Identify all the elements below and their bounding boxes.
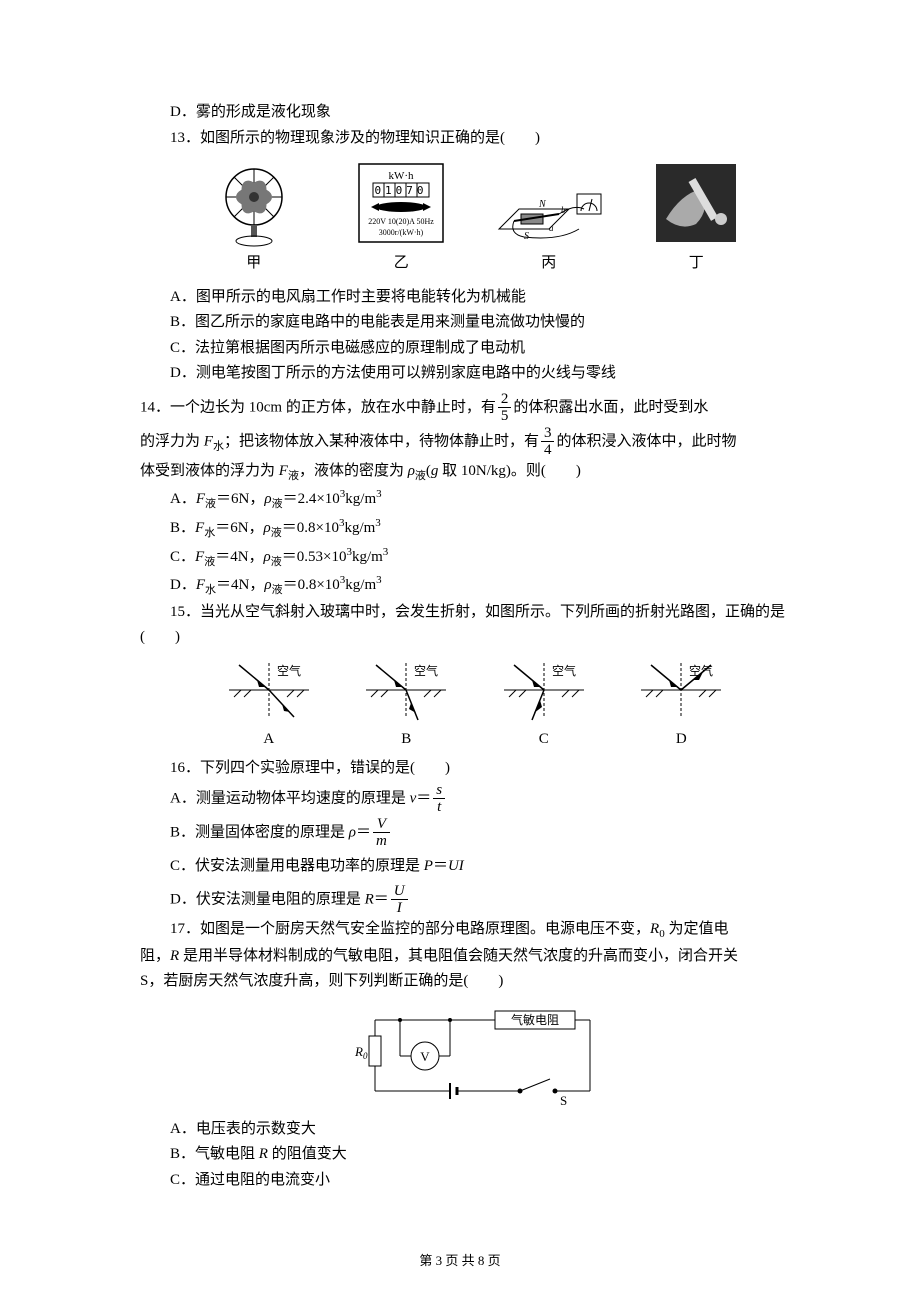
svg-text:V: V: [420, 1049, 430, 1064]
q15-fig-d: 空气 D: [613, 655, 751, 753]
q16-opt-a: A．测量运动物体平均速度的原理是 v＝st: [170, 782, 810, 816]
svg-text:S: S: [524, 231, 529, 242]
cap-a: A: [263, 727, 274, 753]
q16-opt-b: B．测量固体密度的原理是 ρ＝Vm: [170, 816, 810, 850]
em-induction-icon: N S a b: [489, 159, 609, 249]
q15-fig-b: 空气 B: [338, 655, 476, 753]
svg-text:气敏电阻: 气敏电阻: [511, 1012, 559, 1027]
refraction-a-icon: 空气: [219, 655, 319, 725]
refraction-b-icon: 空气: [356, 655, 456, 725]
q13-fig-bing: N S a b 丙: [475, 159, 623, 277]
q13-stem: 13．如图所示的物理现象涉及的物理知识正确的是( ): [140, 126, 810, 152]
q13-opt-b: B．图乙所示的家庭电路中的电能表是用来测量电流做功快慢的: [170, 310, 810, 336]
text: D．雾的形成是液化现象: [170, 104, 331, 120]
q14-opt-a: A．F液＝6N，ρ液＝2.4×103kg/m3: [170, 485, 810, 514]
q13-fig-yi: kW·h 01070 220V 10(20)A 50Hz 3000r/(kW·h…: [328, 159, 476, 277]
q13-options: A．图甲所示的电风扇工作时主要将电能转化为机械能 B．图乙所示的家庭电路中的电能…: [170, 285, 810, 387]
caption-ding: 丁: [689, 251, 704, 277]
text: 13．如图所示的物理现象涉及的物理知识正确的是( ): [170, 130, 540, 146]
caption-jia: 甲: [246, 251, 261, 277]
q14-options: A．F液＝6N，ρ液＝2.4×103kg/m3 B．F水＝6N，ρ液＝0.8×1…: [170, 485, 810, 600]
q13-opt-a: A．图甲所示的电风扇工作时主要将电能转化为机械能: [170, 285, 810, 311]
svg-text:空气: 空气: [277, 663, 301, 678]
q17-opt-c: C．通过电阻的电流变小: [170, 1168, 810, 1194]
q16-stem: 16．下列四个实验原理中，错误的是( ): [140, 756, 810, 782]
q13-opt-d: D．测电笔按图丁所示的方法使用可以辨别家庭电路中的火线与零线: [170, 361, 810, 387]
svg-text:空气: 空气: [414, 663, 438, 678]
q16-options: A．测量运动物体平均速度的原理是 v＝st B．测量固体密度的原理是 ρ＝Vm …: [170, 782, 810, 917]
page-footer: 第 3 页 共 8 页: [0, 1250, 920, 1272]
q12-option-d: D．雾的形成是液化现象: [140, 100, 810, 126]
q15-fig-c: 空气 C: [475, 655, 613, 753]
q17-stem-l3: S，若厨房天然气浓度升高，则下列判断正确的是( ): [140, 969, 810, 995]
q17-options: A．电压表的示数变大 B．气敏电阻 R 的阻值变大 C．通过电阻的电流变小: [170, 1117, 810, 1194]
svg-text:空气: 空气: [552, 663, 576, 678]
cap-b: B: [401, 727, 411, 753]
t: 14．一个边长为 10cm 的正方体，放在水中静止时，有: [140, 399, 496, 415]
q14-stem-l2: 的浮力为 F水；把该物体放入某种液体中，待物体静止时，有34的体积浸入液体中，此…: [140, 425, 810, 459]
q17-circuit: 气敏电阻 R0 S V: [140, 1001, 810, 1111]
meter-digits: 01070: [375, 184, 428, 197]
svg-text:a: a: [549, 223, 554, 233]
q14-opt-b: B．F水＝6N，ρ液＝0.8×103kg/m3: [170, 514, 810, 543]
q13-opt-c: C．法拉第根据图丙所示电磁感应的原理制成了电动机: [170, 336, 810, 362]
refraction-d-icon: 空气: [631, 655, 731, 725]
svg-text:S: S: [560, 1093, 567, 1108]
fan-icon: [209, 159, 299, 249]
test-pen-icon: [651, 159, 741, 249]
q17-opt-a: A．电压表的示数变大: [170, 1117, 810, 1143]
meter-icon: kW·h 01070 220V 10(20)A 50Hz 3000r/(kW·h…: [351, 159, 451, 249]
q15-fig-a: 空气 A: [200, 655, 338, 753]
q13-fig-jia: 甲: [180, 159, 328, 277]
q13-fig-ding: 丁: [623, 159, 771, 277]
meter-spec1: 220V 10(20)A 50Hz: [368, 217, 434, 226]
q15-stem: 15．当光从空气斜射入玻璃中时，会发生折射，如图所示。下列所画的折射光路图，正确…: [140, 600, 810, 651]
q17-stem: 17．如图是一个厨房天然气安全监控的部分电路原理图。电源电压不变，R0 为定值电: [140, 917, 810, 944]
svg-text:R0: R0: [354, 1044, 368, 1061]
q17-opt-b: B．气敏电阻 R 的阻值变大: [170, 1142, 810, 1168]
t: 的体积露出水面，此时受到水: [513, 399, 708, 415]
meter-spec2: 3000r/(kW·h): [379, 228, 424, 237]
q16-opt-c: C．伏安法测量用电器电功率的原理是 P＝UI: [170, 850, 810, 883]
caption-bing: 丙: [541, 251, 556, 277]
caption-yi: 乙: [394, 251, 409, 277]
svg-text:空气: 空气: [689, 663, 713, 678]
svg-text:N: N: [538, 199, 547, 210]
meter-top: kW·h: [389, 170, 415, 182]
cap-c: C: [539, 727, 549, 753]
refraction-c-icon: 空气: [494, 655, 594, 725]
circuit-icon: 气敏电阻 R0 S V: [345, 1001, 605, 1111]
q14-opt-d: D．F水＝4N，ρ液＝0.8×103kg/m3: [170, 571, 810, 600]
cap-d: D: [676, 727, 687, 753]
q14-stem: 14．一个边长为 10cm 的正方体，放在水中静止时，有25的体积露出水面，此时…: [140, 391, 810, 425]
q14-stem-l3: 体受到液体的浮力为 F液，液体的密度为 ρ液(g 取 10N/kg)。则( ): [140, 459, 810, 486]
q16-opt-d: D．伏安法测量电阻的原理是 R＝UI: [170, 883, 810, 917]
q14-opt-c: C．F液＝4N，ρ液＝0.53×103kg/m3: [170, 543, 810, 572]
q13-figures: 甲 kW·h 01070 220V 10(20)A 50Hz 3000r/(kW…: [180, 159, 770, 277]
q15-figures: 空气 A 空气 B: [200, 655, 750, 753]
q17-stem-l2: 阻，R 是用半导体材料制成的气敏电阻，其电阻值会随天然气浓度的升高而变小，闭合开…: [140, 944, 810, 970]
